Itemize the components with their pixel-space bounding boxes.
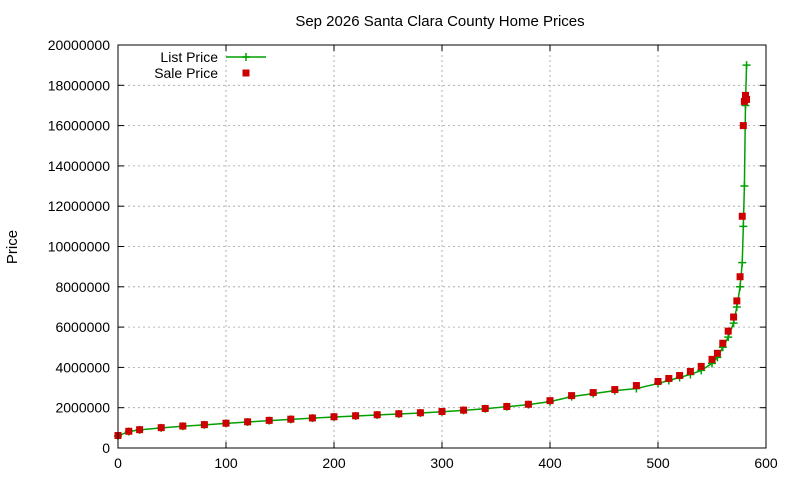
data-point [713,349,721,357]
x-tick-label: 0 [114,455,122,471]
x-tick-label: 500 [646,455,670,471]
data-point [743,95,751,103]
data-point [416,409,424,417]
data-point [589,389,597,397]
grid [118,45,766,448]
data-point [503,402,511,410]
data-point [742,61,751,70]
data-point [125,427,133,435]
legend-label: Sale Price [154,65,218,81]
y-tick-label: 14000000 [48,158,111,174]
y-tick-label: 0 [102,440,110,456]
data-point [676,371,684,379]
y-tick-label: 12000000 [48,198,111,214]
y-tick-label: 16000000 [48,118,111,134]
data-point [438,408,446,416]
data-point [136,426,144,434]
data-point [265,416,273,424]
x-tick-label: 200 [322,455,346,471]
data-point [373,411,381,419]
data-point [736,273,744,281]
data-point [611,386,619,394]
y-tick-label: 10000000 [48,239,111,255]
y-axis-label: Price [4,230,21,264]
data-point [740,182,749,191]
series-line [117,65,748,437]
data-point [481,405,489,413]
data-point [741,91,749,99]
data-point [200,421,208,429]
data-point [739,222,748,231]
legend-marker [242,69,250,77]
data-point [739,122,747,130]
data-point [724,327,732,335]
y-tick-label: 2000000 [55,400,110,416]
data-point [222,419,230,427]
data-point [738,258,747,267]
data-point [686,367,694,375]
data-point [524,400,532,408]
series-layer [114,61,751,440]
y-tick-label: 18000000 [48,77,111,93]
data-point [546,397,554,405]
data-point [568,392,576,400]
data-point [330,413,338,421]
data-point [697,362,705,370]
chart-title: Sep 2026 Santa Clara County Home Prices [295,13,584,30]
x-tick-label: 100 [214,455,238,471]
data-point [738,212,746,220]
data-point [665,374,673,382]
data-point [287,415,295,423]
data-point [308,414,316,422]
x-tick-label: 300 [430,455,454,471]
y-tick-label: 8000000 [55,279,110,295]
x-tick-label: 400 [538,455,562,471]
data-point [708,355,716,363]
y-tick-label: 6000000 [55,319,110,335]
data-point [654,378,662,386]
data-point [733,297,741,305]
data-point [179,422,187,430]
data-point [395,410,403,418]
data-point [352,412,360,420]
data-point [736,282,745,291]
series-1 [114,91,751,440]
data-point [157,424,165,432]
data-point [632,382,640,390]
data-point [244,418,252,426]
y-tick-label: 4000000 [55,359,110,375]
axis-ticks: 0 2000000 4000000 6000000 8000000 10000000 120… [48,37,778,471]
legend-marker [242,53,250,61]
y-tick-label: 20000000 [48,37,111,53]
data-point [719,339,727,347]
data-point [730,313,738,321]
x-tick-label: 600 [754,455,778,471]
plot-frame [117,44,767,449]
legend-label: List Price [160,49,218,65]
data-point [460,406,468,414]
